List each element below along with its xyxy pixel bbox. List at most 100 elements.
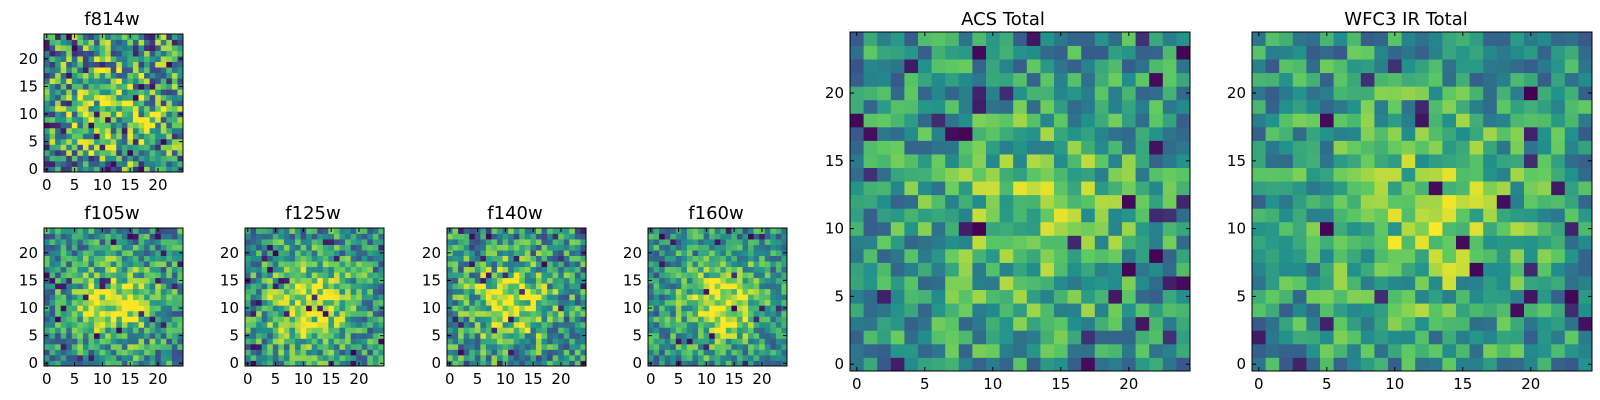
heatmap-cell <box>1415 343 1430 358</box>
heatmap-cell <box>558 349 565 356</box>
heatmap-cell <box>1135 194 1150 209</box>
heatmap-cell <box>177 72 184 79</box>
heatmap-cell <box>670 244 677 251</box>
heatmap-cell <box>283 261 290 268</box>
heatmap-cell <box>1469 45 1484 60</box>
heatmap-cell <box>452 277 459 284</box>
heatmap-cell <box>736 228 743 234</box>
heatmap-cell <box>49 266 56 273</box>
heatmap-cell <box>44 67 50 74</box>
heatmap-cell <box>1013 45 1028 60</box>
heatmap-cell <box>60 332 67 339</box>
heatmap-cell <box>283 250 290 256</box>
heatmap-cell <box>333 288 340 295</box>
heatmap-cell <box>447 288 453 295</box>
heatmap-cell <box>1054 72 1068 87</box>
heatmap-cell <box>698 294 704 301</box>
heatmap-cell <box>692 294 699 301</box>
heatmap-cell <box>1483 194 1498 209</box>
heatmap-cell <box>171 122 178 129</box>
heatmap-cell <box>166 149 173 156</box>
heatmap-cell <box>659 360 666 367</box>
heatmap-cell <box>519 338 526 345</box>
heatmap-cell <box>1578 343 1593 358</box>
heatmap-cell <box>1135 45 1150 60</box>
heatmap-cell <box>1320 99 1334 114</box>
heatmap-cell <box>703 239 710 245</box>
heatmap-cell <box>333 255 340 262</box>
heatmap-cell <box>94 244 100 251</box>
heatmap-cell <box>116 354 123 361</box>
heatmap-cell <box>166 299 173 306</box>
heatmap-cell <box>105 310 112 317</box>
heatmap-cell <box>1428 167 1443 182</box>
heatmap-cell <box>372 266 379 273</box>
heatmap-cell <box>328 288 335 295</box>
heatmap-cell <box>1026 99 1041 114</box>
heatmap-cell <box>698 228 704 234</box>
heatmap-cell <box>524 272 531 279</box>
y-tick-label: 5 <box>431 327 441 345</box>
heatmap-cell <box>110 354 117 361</box>
heatmap-cell <box>753 244 760 251</box>
heatmap-cell <box>480 343 487 350</box>
heatmap-cell <box>127 255 134 262</box>
heatmap-cell <box>82 122 89 129</box>
heatmap-cell <box>345 343 352 350</box>
heatmap-cell <box>1108 45 1123 60</box>
heatmap-cell <box>1578 113 1593 128</box>
heatmap-cell <box>1388 154 1402 168</box>
heatmap-cell <box>149 338 156 345</box>
heatmap-cell <box>289 338 296 345</box>
heatmap-cell <box>82 100 89 107</box>
heatmap-cell <box>1442 167 1457 182</box>
heatmap-cell <box>653 239 660 245</box>
heatmap-cell <box>1081 113 1096 128</box>
heatmap-cell <box>121 283 128 290</box>
heatmap-cell <box>110 294 117 301</box>
heatmap-cell <box>105 155 112 162</box>
heatmap-cell <box>986 276 1000 291</box>
heatmap-cell <box>1428 248 1443 263</box>
heatmap-cell <box>71 250 78 256</box>
heatmap-cell <box>171 105 178 112</box>
heatmap-cell <box>725 239 732 245</box>
heatmap-cell <box>918 140 932 155</box>
heatmap-cell <box>1347 194 1362 209</box>
heatmap-cell <box>1176 248 1191 263</box>
heatmap-cell <box>149 50 156 57</box>
heatmap-cell <box>1279 316 1294 331</box>
heatmap-cell <box>339 266 346 273</box>
heatmap-cell <box>361 305 368 312</box>
heatmap-cell <box>519 299 526 306</box>
heatmap-cell <box>300 266 307 273</box>
heatmap-cell <box>160 338 167 345</box>
heatmap-cell <box>295 239 301 245</box>
heatmap-cell <box>686 349 693 356</box>
heatmap-cell <box>317 272 324 279</box>
heatmap-cell <box>94 166 100 173</box>
heatmap-cell <box>753 354 760 361</box>
heatmap-cell <box>283 239 290 245</box>
heatmap-cell <box>177 100 184 107</box>
heatmap-cell <box>986 208 1000 223</box>
x-tick-label: 5 <box>674 370 684 388</box>
heatmap-cell <box>160 343 167 350</box>
heatmap-cell <box>1013 99 1028 114</box>
heatmap-cell <box>278 244 285 251</box>
heatmap-cell <box>77 39 84 46</box>
heatmap-cell <box>267 239 274 245</box>
heatmap-cell <box>1347 154 1362 168</box>
heatmap-cell <box>530 316 537 323</box>
heatmap-cell <box>653 316 660 323</box>
heatmap-cell <box>1524 248 1538 263</box>
heatmap-cell <box>60 239 67 245</box>
heatmap-cell <box>49 89 56 96</box>
heatmap-cell <box>1265 235 1280 250</box>
heatmap-cell <box>177 127 184 134</box>
heatmap-cell <box>1054 86 1068 101</box>
heatmap-cell <box>1122 262 1136 277</box>
heatmap-cell <box>742 294 749 301</box>
heatmap-cell <box>519 261 526 268</box>
